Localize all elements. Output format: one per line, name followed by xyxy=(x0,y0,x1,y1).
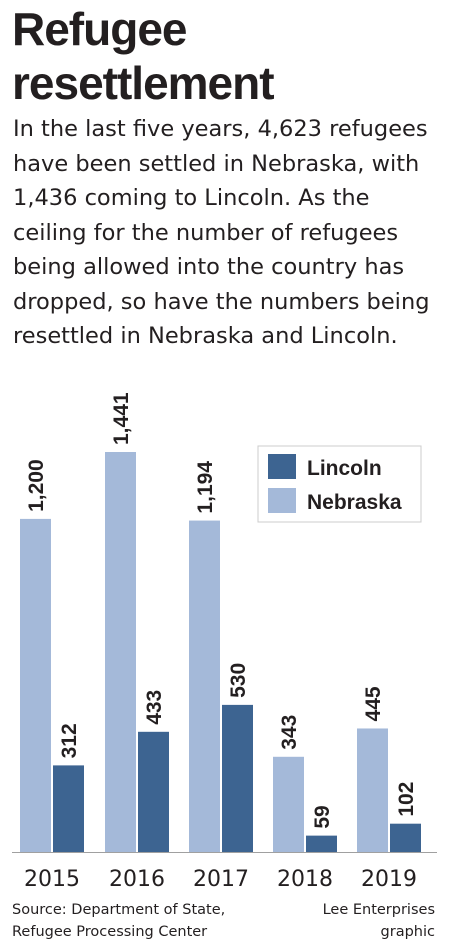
bar-lincoln-2019 xyxy=(390,823,421,852)
data-label-lincoln-2016: 433 xyxy=(143,690,166,725)
x-tick-2017: 2017 xyxy=(193,867,249,892)
chart-title: Refugee resettlement xyxy=(12,3,275,109)
bar-lincoln-2017 xyxy=(222,704,253,852)
data-label-nebraska-2015: 1,200 xyxy=(25,459,48,512)
legend-swatch-nebraska xyxy=(268,488,296,513)
x-tick-2015: 2015 xyxy=(24,867,80,892)
data-label-lincoln-2018: 59 xyxy=(311,805,334,828)
source-note: Source: Department of State, Refugee Pro… xyxy=(12,899,282,943)
data-label-lincoln-2015: 312 xyxy=(58,723,81,758)
bar-nebraska-2018 xyxy=(273,756,304,852)
bar-lincoln-2015 xyxy=(53,765,84,852)
legend-label-lincoln: Lincoln xyxy=(307,457,382,480)
data-label-nebraska-2017: 1,194 xyxy=(194,461,217,514)
x-tick-2016: 2016 xyxy=(109,867,165,892)
bar-nebraska-2015 xyxy=(20,518,51,852)
bar-nebraska-2017 xyxy=(189,520,220,852)
data-label-lincoln-2019: 102 xyxy=(395,782,418,817)
legend-label-nebraska: Nebraska xyxy=(307,491,402,514)
source-line-2: Refugee Processing Center xyxy=(12,924,208,940)
chart-description: In the last five years, 4,623 refugees h… xyxy=(13,116,430,349)
x-tick-labels-group: 2015 2016 2017 2018 2019 xyxy=(24,867,417,892)
data-label-lincoln-2017: 530 xyxy=(227,663,250,698)
data-label-nebraska-2019: 445 xyxy=(362,686,385,721)
credit-note: Lee Enterprises graphic xyxy=(265,899,435,943)
data-label-nebraska-2016: 1,441 xyxy=(110,392,133,445)
data-label-nebraska-2018: 343 xyxy=(278,715,301,750)
x-tick-2018: 2018 xyxy=(277,867,333,892)
credit-line-2: graphic xyxy=(380,924,435,940)
data-labels-group: 1,200 312 1,441 433 1,194 530 343 59 445 102 xyxy=(25,392,418,828)
bar-lincoln-2018 xyxy=(306,835,337,852)
source-line-1: Source: Department of State, xyxy=(12,902,226,918)
bar-nebraska-2019 xyxy=(357,728,388,852)
legend: Lincoln Nebraska xyxy=(257,445,422,523)
bar-lincoln-2016 xyxy=(138,731,169,852)
bar-nebraska-2016 xyxy=(105,452,136,852)
bars-group xyxy=(20,452,421,852)
x-tick-2019: 2019 xyxy=(361,867,417,892)
legend-swatch-lincoln xyxy=(268,454,296,479)
credit-line-1: Lee Enterprises xyxy=(322,902,435,918)
